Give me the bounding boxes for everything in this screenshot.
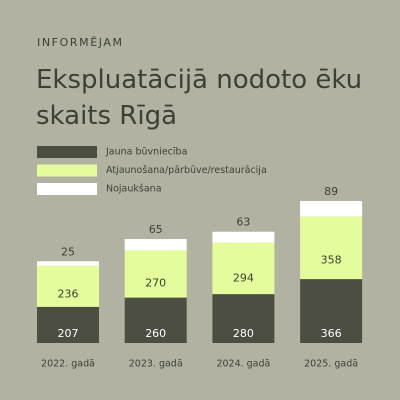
- value-label: 366: [321, 327, 342, 340]
- bar-segment: [37, 261, 99, 266]
- value-label: 280: [233, 327, 254, 340]
- value-label: 65: [149, 223, 163, 236]
- chart-title: Ekspluatācijā nodoto ēku skaits Rīgā: [36, 65, 363, 131]
- legend-swatch: [37, 164, 97, 177]
- value-label: 270: [145, 276, 166, 289]
- bar-segment: [124, 250, 187, 298]
- value-label: 89: [324, 185, 338, 198]
- legend-label: Jauna būvniecība: [105, 147, 187, 158]
- value-label: 207: [58, 327, 79, 340]
- bar-segment: [212, 294, 275, 343]
- bar-segment: [124, 297, 187, 343]
- bar-segment: [37, 265, 99, 307]
- legend-swatch: [37, 146, 97, 158]
- kicker: INFORMĒJAM: [37, 36, 124, 49]
- value-label: 236: [58, 287, 79, 300]
- bar-segment: [212, 242, 275, 295]
- value-label: 358: [321, 253, 342, 266]
- legend-label: Nojaukšana: [106, 184, 162, 195]
- bar-segment: [212, 231, 275, 243]
- x-tick-label: 2025. gadā: [304, 359, 358, 370]
- x-tick-label: 2024. gadā: [216, 359, 270, 370]
- bar-segment: [300, 201, 363, 217]
- value-label: 294: [233, 272, 254, 285]
- value-label: 260: [145, 327, 166, 340]
- x-tick-label: 2023. gadā: [129, 359, 183, 370]
- value-label: 25: [61, 245, 75, 258]
- value-label: 63: [236, 216, 250, 229]
- bar-segment: [300, 279, 363, 343]
- legend-label: Atjaunošana/pārbūve/restaurācija: [106, 165, 267, 176]
- legend-swatch: [37, 183, 97, 195]
- bar-segment: [124, 239, 187, 251]
- bar-segment: [300, 216, 363, 280]
- bar-segment: [37, 306, 99, 343]
- x-tick-label: 2022. gadā: [41, 359, 95, 370]
